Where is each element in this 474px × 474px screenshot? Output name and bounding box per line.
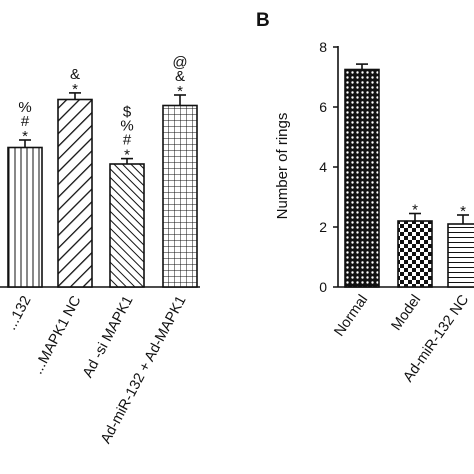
category-label-b-1: Model [389, 292, 425, 334]
significance-mark: @ [172, 54, 187, 71]
significance-mark: * [177, 83, 183, 100]
category-label-a-2: Ad -si MAPK1 [80, 293, 136, 380]
significance-mark: * [22, 128, 28, 145]
bar-a-2 [109, 163, 145, 288]
significance-mark: & [175, 68, 185, 85]
category-label-b-0: Normal [331, 292, 371, 339]
significance-mark: % [18, 99, 31, 116]
significance-mark: & [70, 66, 80, 83]
significance-mark: $ [123, 104, 132, 121]
bar-b-0 [344, 68, 380, 288]
category-label-a-0: ...132 [3, 293, 34, 333]
panel-b-letter: B [256, 10, 270, 31]
bar-b-2 [447, 223, 474, 288]
panel-b-y-tick-label: 2 [319, 219, 327, 235]
panel-b-y-tick-label: 4 [319, 159, 327, 175]
significance-mark: # [21, 113, 30, 130]
bar-a-1 [57, 98, 93, 288]
panel-b-y-tick-label: 0 [319, 279, 327, 295]
significance-mark: * [72, 81, 78, 98]
category-label-a-1: ...MAPK1 NC [30, 293, 85, 377]
significance-mark: % [120, 118, 133, 135]
significance-mark: * [412, 202, 418, 219]
panel-b-y-tick-label: 8 [319, 39, 327, 55]
significance-mark: # [123, 132, 132, 149]
bar-a-3 [162, 104, 198, 288]
bar-b-1 [397, 220, 433, 288]
significance-mark: * [124, 147, 130, 164]
panel-b-y-tick-label: 6 [319, 99, 327, 115]
bar-a-0 [7, 146, 43, 288]
significance-mark: * [460, 203, 466, 220]
panel-b-y-axis-label: Number of rings [274, 113, 291, 220]
